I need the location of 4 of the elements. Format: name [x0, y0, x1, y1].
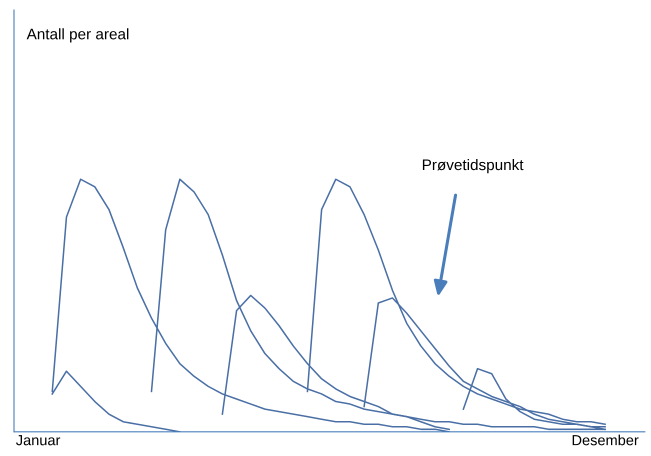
text: Antall per areal: [26, 28, 128, 42]
text: Prøvetidspunkt: [422, 158, 524, 174]
x-tick-label: Januar: [16, 435, 60, 446]
x-tick-label: Desember: [572, 434, 639, 446]
